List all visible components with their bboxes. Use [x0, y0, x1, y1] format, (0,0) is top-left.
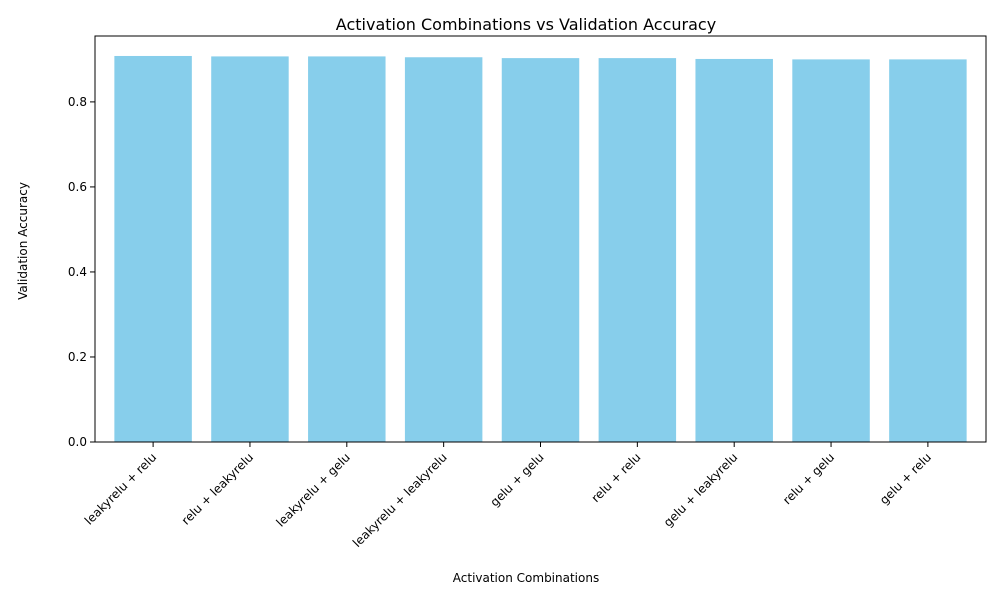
plot-frame [94, 35, 987, 443]
bar [114, 55, 192, 443]
x-axis-label: Activation Combinations [453, 571, 599, 585]
x-tick-label: gelu + leakyrelu [661, 450, 740, 529]
bars-group [114, 55, 967, 443]
bar [598, 58, 677, 442]
y-tick-label: 0.0 [68, 435, 87, 449]
bar [792, 59, 870, 442]
y-tick-label: 0.4 [68, 265, 87, 279]
x-tick-label: relu + gelu [780, 450, 837, 507]
x-tick-label: leakyrelu + gelu [274, 450, 353, 529]
bar [889, 59, 967, 442]
x-axis-ticks: leakyrelu + relu relu + leakyrelu leakyrel… [82, 442, 934, 550]
x-tick-label: gelu + relu [877, 450, 934, 507]
bar [211, 56, 289, 443]
y-tick-label: 0.6 [68, 180, 87, 194]
bar [308, 56, 386, 443]
x-tick-label: leakyrelu + relu [82, 450, 159, 527]
x-tick-label: relu + leakyrelu [179, 450, 256, 527]
y-tick-label: 0.2 [68, 350, 87, 364]
bar [404, 57, 483, 443]
y-axis-label: Validation Accuracy [16, 182, 30, 300]
x-tick-label: gelu + gelu [488, 450, 547, 509]
x-tick-label: relu + relu [589, 450, 644, 505]
chart-title: Activation Combinations vs Validation Ac… [336, 15, 716, 34]
y-tick-label: 0.8 [68, 95, 87, 109]
x-tick-label: leakyrelu + leakyrelu [350, 450, 450, 550]
bar [501, 58, 580, 442]
y-axis-ticks: 0.0 0.2 0.4 0.6 0.8 [68, 95, 95, 449]
bar [695, 58, 773, 443]
